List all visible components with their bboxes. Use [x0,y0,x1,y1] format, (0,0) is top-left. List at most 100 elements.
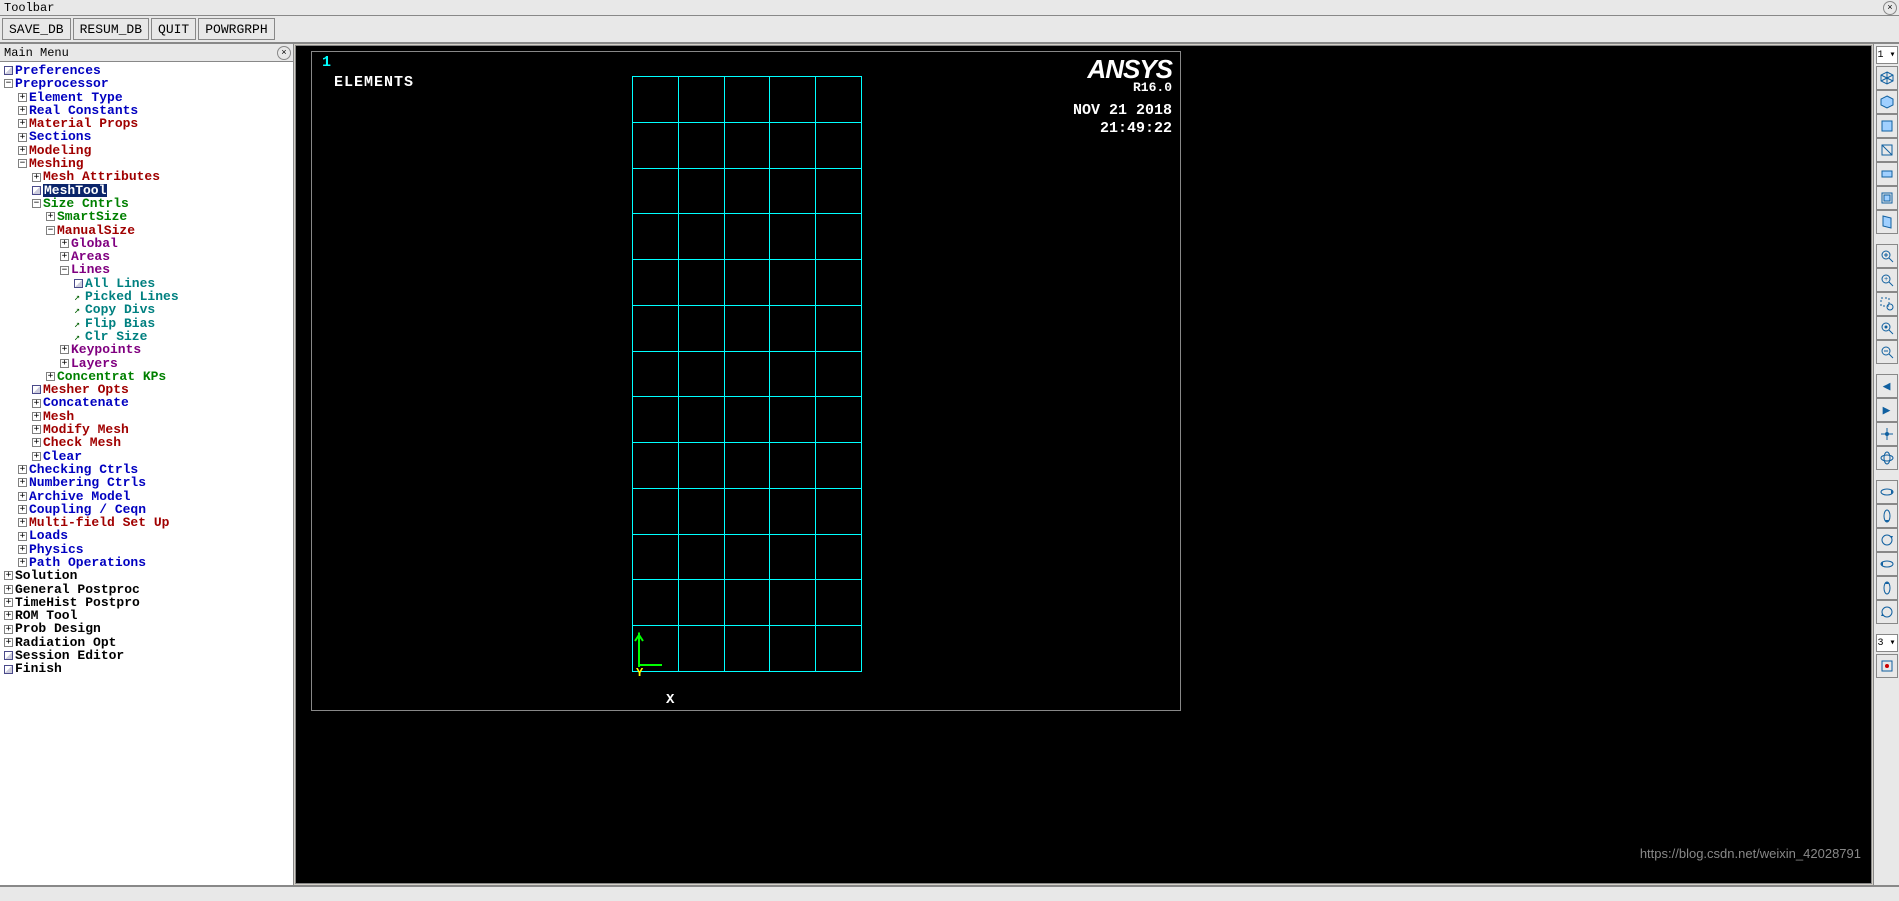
expand-icon[interactable]: + [4,638,13,647]
tree-size-cntrls[interactable]: Size Cntrls [43,197,129,210]
expand-icon[interactable]: + [18,545,27,554]
tree-real-constants[interactable]: Real Constants [29,104,138,117]
zoom-fit-icon[interactable] [1876,244,1898,268]
tree-picked-lines[interactable]: Picked Lines [85,290,179,303]
expand-icon[interactable]: + [18,106,27,115]
pan-left-icon[interactable]: ◀ [1876,374,1898,398]
tree-physics[interactable]: Physics [29,543,84,556]
tree-concatenate[interactable]: Concatenate [43,396,129,409]
tree-preferences[interactable]: Preferences [15,64,101,77]
tree-material-props[interactable]: Material Props [29,117,138,130]
tree-global[interactable]: Global [71,237,118,250]
resum-db-button[interactable]: RESUM_DB [73,18,149,40]
powrgrph-button[interactable]: POWRGRPH [198,18,274,40]
rotate-z-icon[interactable] [1876,528,1898,552]
zoom-out-icon[interactable] [1876,340,1898,364]
oblique-view-icon[interactable] [1876,90,1898,114]
expand-icon[interactable]: + [60,239,69,248]
tree-rom-tool[interactable]: ROM Tool [15,609,77,622]
window-select-top[interactable]: 1 ▾ [1876,46,1898,64]
save-db-button[interactable]: SAVE_DB [2,18,71,40]
expand-icon[interactable]: + [18,93,27,102]
rotate-neg-y-icon[interactable] [1876,576,1898,600]
zoom-box-icon[interactable] [1876,292,1898,316]
zoom-in-icon[interactable]: + [1876,268,1898,292]
expand-icon[interactable]: + [60,359,69,368]
pan-mode-icon[interactable] [1876,422,1898,446]
tree-element-type[interactable]: Element Type [29,91,123,104]
graphics-viewport[interactable]: 1 ELEMENTS ANSYS R16.0 NOV 21 2018 21:49… [295,45,1872,884]
tree-session-editor[interactable]: Session Editor [15,649,124,662]
expand-icon[interactable]: + [60,345,69,354]
expand-icon[interactable]: + [32,412,41,421]
expand-icon[interactable]: + [18,478,27,487]
rotate-neg-x-icon[interactable] [1876,552,1898,576]
rotate-y-icon[interactable] [1876,504,1898,528]
tree-path-operations[interactable]: Path Operations [29,556,146,569]
rate-select[interactable]: 3 ▾ [1876,634,1898,652]
expand-icon[interactable]: + [32,452,41,461]
expand-icon[interactable]: + [60,252,69,261]
expand-icon[interactable]: + [32,438,41,447]
tree-prob-design[interactable]: Prob Design [15,622,101,635]
tree-clear[interactable]: Clear [43,450,82,463]
tree-coupling-ceqn[interactable]: Coupling / Ceqn [29,503,146,516]
right-view-icon[interactable] [1876,138,1898,162]
expand-icon[interactable]: + [4,611,13,620]
tree-smartsize[interactable]: SmartSize [57,210,127,223]
expand-icon[interactable]: + [18,146,27,155]
rotate-neg-z-icon[interactable] [1876,600,1898,624]
tree-timehist-postproc[interactable]: TimeHist Postpro [15,596,140,609]
collapse-icon[interactable]: − [46,226,55,235]
tree-mesher-opts[interactable]: Mesher Opts [43,383,129,396]
tree-mesh[interactable]: Mesh [43,410,74,423]
expand-icon[interactable]: + [4,625,13,634]
tree-copy-divs[interactable]: Copy Divs [85,303,155,316]
tree-preprocessor[interactable]: Preprocessor [15,77,109,90]
expand-icon[interactable]: + [46,372,55,381]
collapse-icon[interactable]: − [60,266,69,275]
expand-icon[interactable]: + [18,492,27,501]
tree-areas[interactable]: Areas [71,250,110,263]
close-icon[interactable]: × [1883,1,1897,15]
tree-radiation-opt[interactable]: Radiation Opt [15,636,116,649]
rotate-x-icon[interactable] [1876,480,1898,504]
tree-clr-size[interactable]: Clr Size [85,330,147,343]
tree-mesh-attributes[interactable]: Mesh Attributes [43,170,160,183]
expand-icon[interactable]: + [32,399,41,408]
back-view-icon[interactable] [1876,186,1898,210]
tree-check-mesh[interactable]: Check Mesh [43,436,121,449]
tree-finish[interactable]: Finish [15,662,62,675]
expand-icon[interactable]: + [4,585,13,594]
tree-flip-bias[interactable]: Flip Bias [85,317,155,330]
collapse-icon[interactable]: − [4,79,13,88]
expand-icon[interactable]: + [18,119,27,128]
tree-all-lines[interactable]: All Lines [85,277,155,290]
tree-solution[interactable]: Solution [15,569,77,582]
expand-icon[interactable]: + [32,425,41,434]
tree-modify-mesh[interactable]: Modify Mesh [43,423,129,436]
collapse-icon[interactable]: − [18,159,27,168]
tree-numbering-ctrls[interactable]: Numbering Ctrls [29,476,146,489]
expand-icon[interactable]: + [18,518,27,527]
quit-button[interactable]: QUIT [151,18,196,40]
tree-loads[interactable]: Loads [29,529,68,542]
iso-view-icon[interactable] [1876,66,1898,90]
tree-lines[interactable]: Lines [71,263,110,276]
tree-meshing[interactable]: Meshing [29,157,84,170]
expand-icon[interactable]: + [4,571,13,580]
rotate-dynamic-icon[interactable] [1876,446,1898,470]
tree-multifield-setup[interactable]: Multi-field Set Up [29,516,169,529]
expand-icon[interactable]: + [4,598,13,607]
expand-icon[interactable]: + [18,532,27,541]
tree-checking-ctrls[interactable]: Checking Ctrls [29,463,138,476]
expand-icon[interactable]: + [18,505,27,514]
expand-icon[interactable]: + [18,465,27,474]
tree-meshtool[interactable]: MeshTool [43,184,107,197]
pan-right-icon[interactable]: ▶ [1876,398,1898,422]
zoom-back-icon[interactable] [1876,316,1898,340]
tree-manualsize[interactable]: ManualSize [57,224,135,237]
expand-icon[interactable]: + [32,173,41,182]
top-view-icon[interactable] [1876,162,1898,186]
expand-icon[interactable]: + [18,133,27,142]
